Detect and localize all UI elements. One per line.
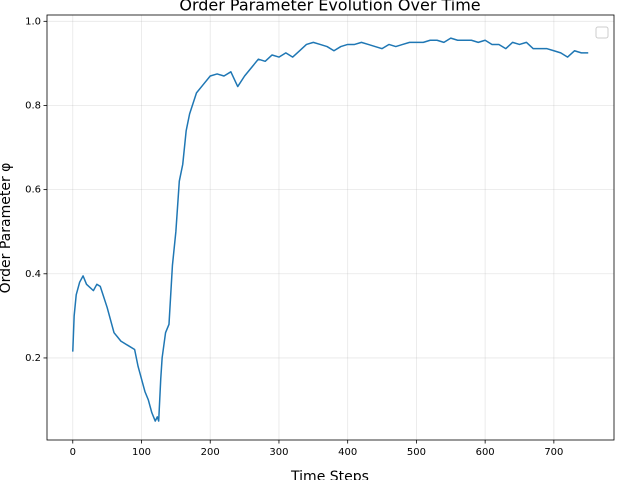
y-axis-label: Order Parameter φ	[0, 163, 14, 294]
legend-box	[595, 26, 609, 39]
chart-title: Order Parameter Evolution Over Time	[179, 0, 480, 15]
y-tick-label: 0.4	[25, 269, 41, 280]
x-tick-label: 400	[338, 447, 357, 458]
x-tick-label: 500	[407, 447, 426, 458]
y-tick-label: 0.6	[25, 185, 41, 196]
x-tick-label: 0	[70, 447, 76, 458]
y-tick-label: 1.0	[25, 16, 41, 27]
y-tick-label: 0.2	[25, 353, 41, 364]
x-tick-label: 300	[269, 447, 288, 458]
x-tick-label: 100	[132, 447, 151, 458]
x-axis-label: Time Steps	[290, 469, 369, 480]
x-tick-label: 600	[476, 447, 495, 458]
x-tick-label: 200	[201, 447, 220, 458]
data-line	[72, 37, 589, 422]
plot-frame	[46, 14, 615, 441]
y-tick-label: 0.8	[25, 100, 41, 111]
x-tick-label: 700	[544, 447, 563, 458]
